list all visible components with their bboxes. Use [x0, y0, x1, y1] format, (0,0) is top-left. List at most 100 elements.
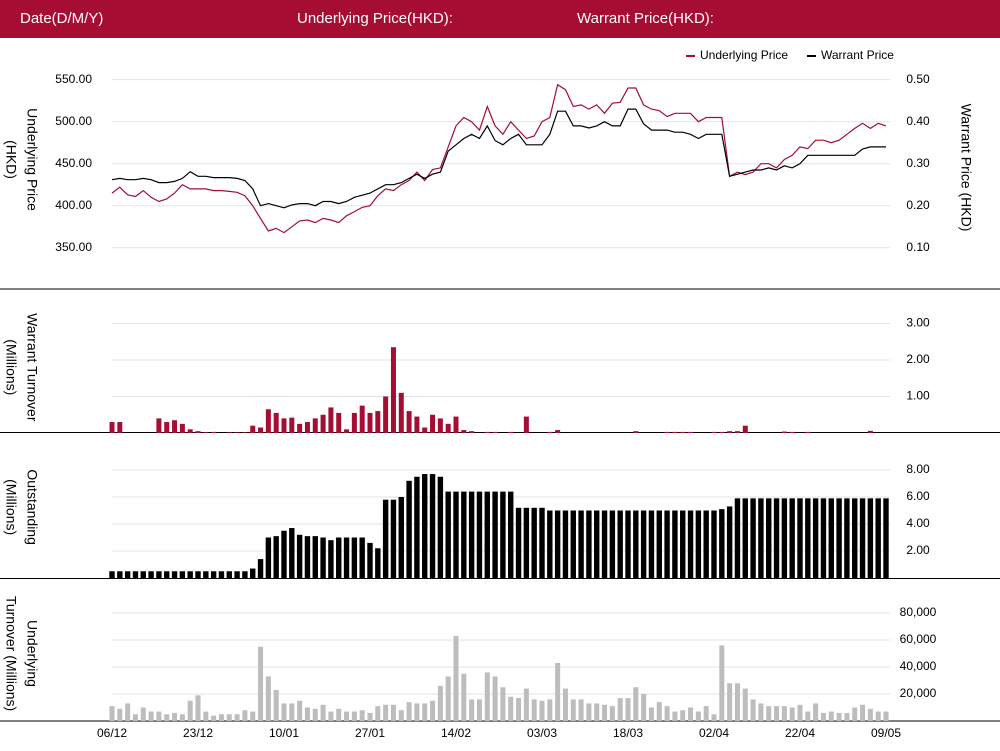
bar [719, 431, 725, 433]
bar [719, 645, 725, 721]
y-tick-label: 450.00 [55, 156, 92, 170]
y-axis-title: Underlying Price [24, 108, 40, 211]
y-tick-label: 20,000 [900, 686, 937, 700]
bar [844, 712, 850, 721]
bar [539, 507, 545, 578]
bar [164, 714, 170, 721]
bar [234, 432, 240, 433]
bar [789, 431, 795, 433]
line [111, 108, 886, 209]
bar [766, 706, 772, 721]
bar [250, 568, 256, 578]
bar [703, 510, 709, 578]
bar [258, 646, 264, 721]
bar [187, 429, 193, 433]
bar [242, 571, 248, 578]
bar [172, 420, 178, 433]
bar [273, 536, 279, 578]
header-bar [0, 0, 1000, 38]
bar [805, 431, 811, 433]
y-axis-title: Warrant Turnover [24, 313, 40, 422]
bar [578, 510, 584, 578]
bar [304, 707, 310, 721]
bar [148, 571, 154, 578]
bar [211, 431, 217, 433]
line [111, 83, 887, 234]
bar [726, 506, 733, 578]
bar [109, 571, 115, 578]
bar [531, 699, 537, 721]
bar [461, 491, 467, 578]
bar [609, 510, 616, 578]
bar [633, 510, 639, 578]
bar [117, 571, 123, 578]
bar [641, 694, 647, 721]
bar [734, 431, 740, 433]
bar [680, 710, 686, 721]
bar [429, 474, 436, 578]
y2-axis-title: Warrant Price (HKD) [958, 104, 974, 232]
bar [609, 706, 615, 721]
bar [336, 537, 342, 578]
bar [500, 491, 506, 578]
bar [688, 707, 694, 721]
bar [414, 703, 420, 721]
bar [383, 396, 389, 433]
bar [258, 427, 264, 433]
bar [344, 429, 350, 433]
bar [547, 431, 553, 433]
bar [320, 414, 326, 433]
y-tick-label: 500.00 [55, 114, 92, 128]
bar [797, 498, 803, 578]
bar [547, 510, 553, 578]
bar [484, 431, 490, 433]
y-tick-label: 2.00 [906, 352, 930, 366]
bar [461, 430, 467, 433]
bar [445, 491, 451, 578]
y2-tick-label: 0.50 [906, 72, 930, 86]
bar [562, 688, 568, 721]
bar [547, 699, 553, 721]
y-axis-title: Underlying [24, 620, 40, 687]
bar [328, 540, 334, 578]
bar [367, 712, 373, 721]
bar [265, 676, 271, 721]
y-axis-title: Turnover (Millions) [3, 596, 19, 711]
bar [508, 491, 514, 578]
y-tick-label: 8.00 [906, 462, 930, 476]
bar [562, 510, 569, 578]
bar [289, 528, 295, 578]
bar [742, 498, 748, 578]
bar [484, 491, 490, 578]
bar [867, 498, 874, 578]
bar [719, 509, 725, 578]
bar [406, 411, 412, 433]
y2-tick-label: 0.10 [906, 240, 930, 254]
bar [781, 498, 788, 578]
bar [711, 714, 717, 721]
bar [406, 480, 412, 578]
y-tick-label: 3.00 [906, 316, 930, 330]
bar [273, 689, 279, 721]
bar [265, 409, 271, 433]
bar [414, 416, 420, 433]
bar [859, 498, 866, 578]
bar [734, 498, 741, 578]
bar [492, 491, 498, 578]
bar [320, 537, 326, 578]
bar [124, 571, 131, 578]
bar [140, 707, 146, 721]
bar [476, 491, 483, 578]
bar [351, 412, 357, 433]
bar [789, 498, 795, 578]
bar [367, 412, 373, 433]
bar [453, 635, 459, 721]
x-tick-label: 14/02 [441, 726, 471, 740]
bar [359, 405, 365, 433]
bar [226, 432, 232, 433]
bar [578, 699, 584, 721]
bar [312, 536, 318, 578]
bar [867, 708, 873, 721]
bar [680, 431, 686, 433]
bar [484, 672, 490, 721]
